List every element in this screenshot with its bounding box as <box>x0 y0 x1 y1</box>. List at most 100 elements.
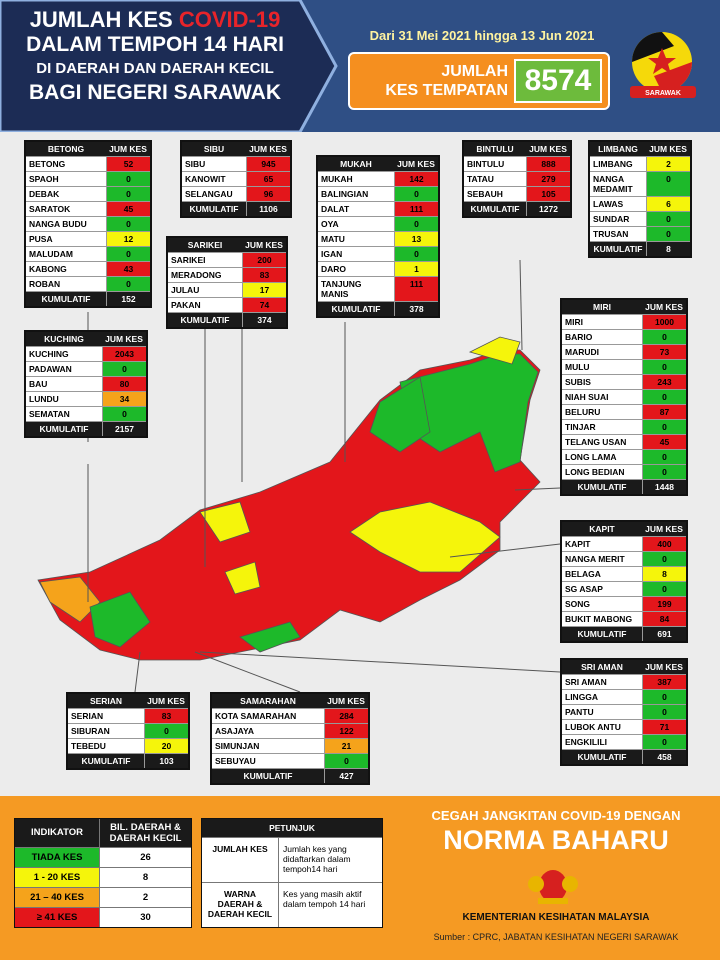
table-row: LUNDU 34 <box>26 391 146 406</box>
total-label: KUMULATIF <box>189 204 239 214</box>
table-total: KUMULATIF 427 <box>212 768 368 783</box>
case-count: 0 <box>394 247 438 261</box>
slogan: CEGAH JANGKITAN COVID-19 DENGAN NORMA BA… <box>400 808 712 856</box>
legend-row: JUMLAH KES Jumlah kes yang didaftarkan da… <box>202 837 382 882</box>
case-count: 0 <box>642 705 686 719</box>
division-table: SRI AMAN JUM KES SRI AMAN 387 LINGGA 0 PANTU 0 L… <box>560 658 688 766</box>
indicator-row: 1 - 20 KES 8 <box>15 867 191 887</box>
total-value: 458 <box>642 750 686 764</box>
district-name: KANOWIT <box>185 174 226 184</box>
district-name: ENGKILILI <box>565 737 608 747</box>
district-name: ROBAN <box>29 279 61 289</box>
indicator-count: 2 <box>99 888 191 907</box>
legend-desc: Jumlah kes yang didaftarkan dalam tempoh… <box>283 844 351 874</box>
district-name: SEMATAN <box>29 409 70 419</box>
table-row: ASAJAYA 122 <box>212 723 368 738</box>
table-header: SRI AMAN JUM KES <box>562 660 686 674</box>
indicator-table: INDIKATOR BIL. DAERAH & DAERAH KECIL TIADA… <box>14 818 192 928</box>
table-row: DALAT 111 <box>318 201 438 216</box>
district-name: DEBAK <box>29 189 60 199</box>
total-value: 2157 <box>102 422 146 436</box>
table-row: LONG LAMA 0 <box>562 449 686 464</box>
table-row: TATAU 279 <box>464 171 570 186</box>
table-row: NANGA MEDAMIT 0 <box>590 171 690 196</box>
district-name: TRUSAN <box>593 229 629 239</box>
case-count: 73 <box>642 345 686 359</box>
title-text: DI DAERAH DAN DAERAH KECIL <box>36 60 274 78</box>
column-header: JUM KES <box>645 302 683 312</box>
division-table: SERIAN JUM KES SERIAN 83 SIBURAN 0 TEBEDU 20 KUM… <box>66 692 190 770</box>
table-row: MERADONG 83 <box>168 267 286 282</box>
division-table: KAPIT JUM KES KAPIT 400 NANGA MERIT 0 BELAGA 8 S… <box>560 520 688 643</box>
table-row: SIBU 945 <box>182 156 290 171</box>
table-row: SELANGAU 96 <box>182 186 290 201</box>
case-count: 2043 <box>102 347 146 361</box>
district-name: ASAJAYA <box>215 726 255 736</box>
division-table: SIBU JUM KES SIBU 945 KANOWIT 65 SELANGAU 96 KUM… <box>180 140 292 218</box>
district-name: BETONG <box>29 159 66 169</box>
case-count: 84 <box>642 612 686 626</box>
table-row: BARIO 0 <box>562 329 686 344</box>
district-name: MATU <box>321 234 345 244</box>
table-row: SARIKEI 200 <box>168 252 286 267</box>
case-count: 0 <box>324 754 368 768</box>
column-header: JUM KES <box>645 524 683 534</box>
column-header: JUM KES <box>397 159 435 169</box>
case-count: 111 <box>394 202 438 216</box>
slogan-line: CEGAH JANGKITAN COVID-19 DENGAN <box>431 808 681 823</box>
district-name: LONG BEDIAN <box>565 467 625 477</box>
district-name: SUNDAR <box>593 214 630 224</box>
case-count: 0 <box>106 172 150 186</box>
case-count: 0 <box>106 277 150 291</box>
division-name: BETONG <box>47 144 85 154</box>
district-name: OYA <box>321 219 339 229</box>
case-count: 0 <box>102 407 146 421</box>
table-total: KUMULATIF 1448 <box>562 479 686 494</box>
source: Sumber : CPRC, JABATAN KESIHATAN NEGERI … <box>433 932 679 942</box>
district-name: SIMUNJAN <box>215 741 260 751</box>
table-row: MIRI 1000 <box>562 314 686 329</box>
indicator-count: 26 <box>99 848 191 867</box>
case-count: 52 <box>106 157 150 171</box>
indicator-label: 21 – 40 KES <box>15 888 99 907</box>
case-count: 0 <box>646 212 690 226</box>
case-count: 142 <box>394 172 438 186</box>
table-header: BETONG JUM KES <box>26 142 150 156</box>
table-header: SIBU JUM KES <box>182 142 290 156</box>
case-count: 0 <box>642 390 686 404</box>
table-header: BINTULU JUM KES <box>464 142 570 156</box>
division-name: BINTULU <box>476 144 514 154</box>
case-count: 0 <box>642 330 686 344</box>
total-value: 1106 <box>246 202 290 216</box>
case-count: 20 <box>144 739 188 753</box>
division-table: SARIKEI JUM KES SARIKEI 200 MERADONG 83 JULAU 1… <box>166 236 288 329</box>
case-count: 0 <box>642 552 686 566</box>
district-name: MARUDI <box>565 347 599 357</box>
table-row: BUKIT MABONG 84 <box>562 611 686 626</box>
table-row: LAWAS 6 <box>590 196 690 211</box>
column-header: JUM KES <box>105 334 143 344</box>
logo-text: SARAWAK <box>645 90 681 97</box>
table-total: KUMULATIF 152 <box>26 291 150 306</box>
district-name: PUSA <box>29 234 53 244</box>
case-count: 0 <box>144 724 188 738</box>
table-total: KUMULATIF 378 <box>318 301 438 316</box>
title-covid: COVID-19 <box>178 7 281 32</box>
division-name: KUCHING <box>44 334 84 344</box>
case-count: 122 <box>324 724 368 738</box>
indicator-label: 1 - 20 KES <box>15 868 99 887</box>
case-count: 0 <box>642 420 686 434</box>
table-row: ENGKILILI 0 <box>562 734 686 749</box>
case-count: 8 <box>642 567 686 581</box>
total-label: KUMULATIF <box>470 204 520 214</box>
table-header: KUCHING JUM KES <box>26 332 146 346</box>
case-count: 45 <box>106 202 150 216</box>
table-header: MUKAH JUM KES <box>318 157 438 171</box>
table-row: SPAOH 0 <box>26 171 150 186</box>
division-name: SAMARAHAN <box>240 696 296 706</box>
column-header: JUM KES <box>147 696 185 706</box>
total-label: KUMULATIF <box>39 424 89 434</box>
table-row: MULU 0 <box>562 359 686 374</box>
table-header: MIRI JUM KES <box>562 300 686 314</box>
